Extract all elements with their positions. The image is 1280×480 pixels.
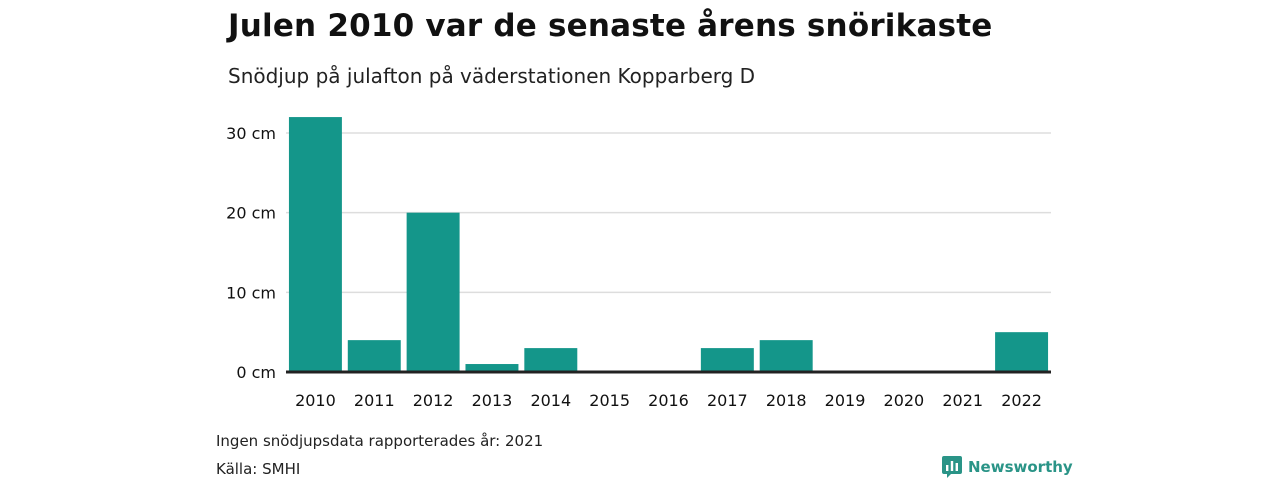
bar-2011 [347, 340, 401, 372]
bar-2012 [406, 212, 460, 372]
x-tick-label: 2012 [413, 391, 454, 410]
x-tick-label: 2011 [354, 391, 395, 410]
x-tick-label: 2014 [530, 391, 571, 410]
chart-title: Julen 2010 var de senaste årens snörikas… [228, 8, 993, 44]
bar-2018 [759, 340, 813, 372]
bars [288, 117, 1049, 372]
brand-logo: Newsworthy [942, 456, 1073, 478]
x-tick-label: 2016 [648, 391, 689, 410]
bar-2013 [465, 364, 519, 372]
x-tick-label: 2013 [472, 391, 513, 410]
y-tick-label: 0 cm [236, 363, 276, 382]
y-tick-label: 30 cm [226, 124, 276, 143]
bar-2022 [995, 332, 1049, 372]
y-tick-label: 20 cm [226, 204, 276, 223]
x-tick-label: 2010 [295, 391, 336, 410]
gridlines [286, 132, 1051, 294]
bar-2010 [288, 117, 342, 372]
chart-subtitle: Snödjup på julafton på väderstationen Ko… [228, 64, 756, 88]
x-tick-label: 2020 [884, 391, 925, 410]
bar-2017 [700, 348, 754, 372]
brand-name: Newsworthy [968, 458, 1073, 476]
x-tick-label: 2018 [766, 391, 807, 410]
chart-source: Källa: SMHI [216, 460, 301, 478]
chart-note: Ingen snödjupsdata rapporterades år: 202… [216, 432, 544, 450]
x-tick-label: 2022 [1001, 391, 1042, 410]
axis-labels: 0 cm 10 cm 20 cm 30 cm 2010 2011 2012 2013 2014 2… [226, 124, 1042, 410]
bar-2014 [524, 348, 578, 372]
newsworthy-logo-icon [942, 456, 962, 478]
y-tick-label: 10 cm [226, 283, 276, 302]
x-tick-label: 2021 [942, 391, 983, 410]
x-tick-label: 2017 [707, 391, 748, 410]
x-tick-label: 2019 [825, 391, 866, 410]
x-tick-label: 2015 [589, 391, 630, 410]
